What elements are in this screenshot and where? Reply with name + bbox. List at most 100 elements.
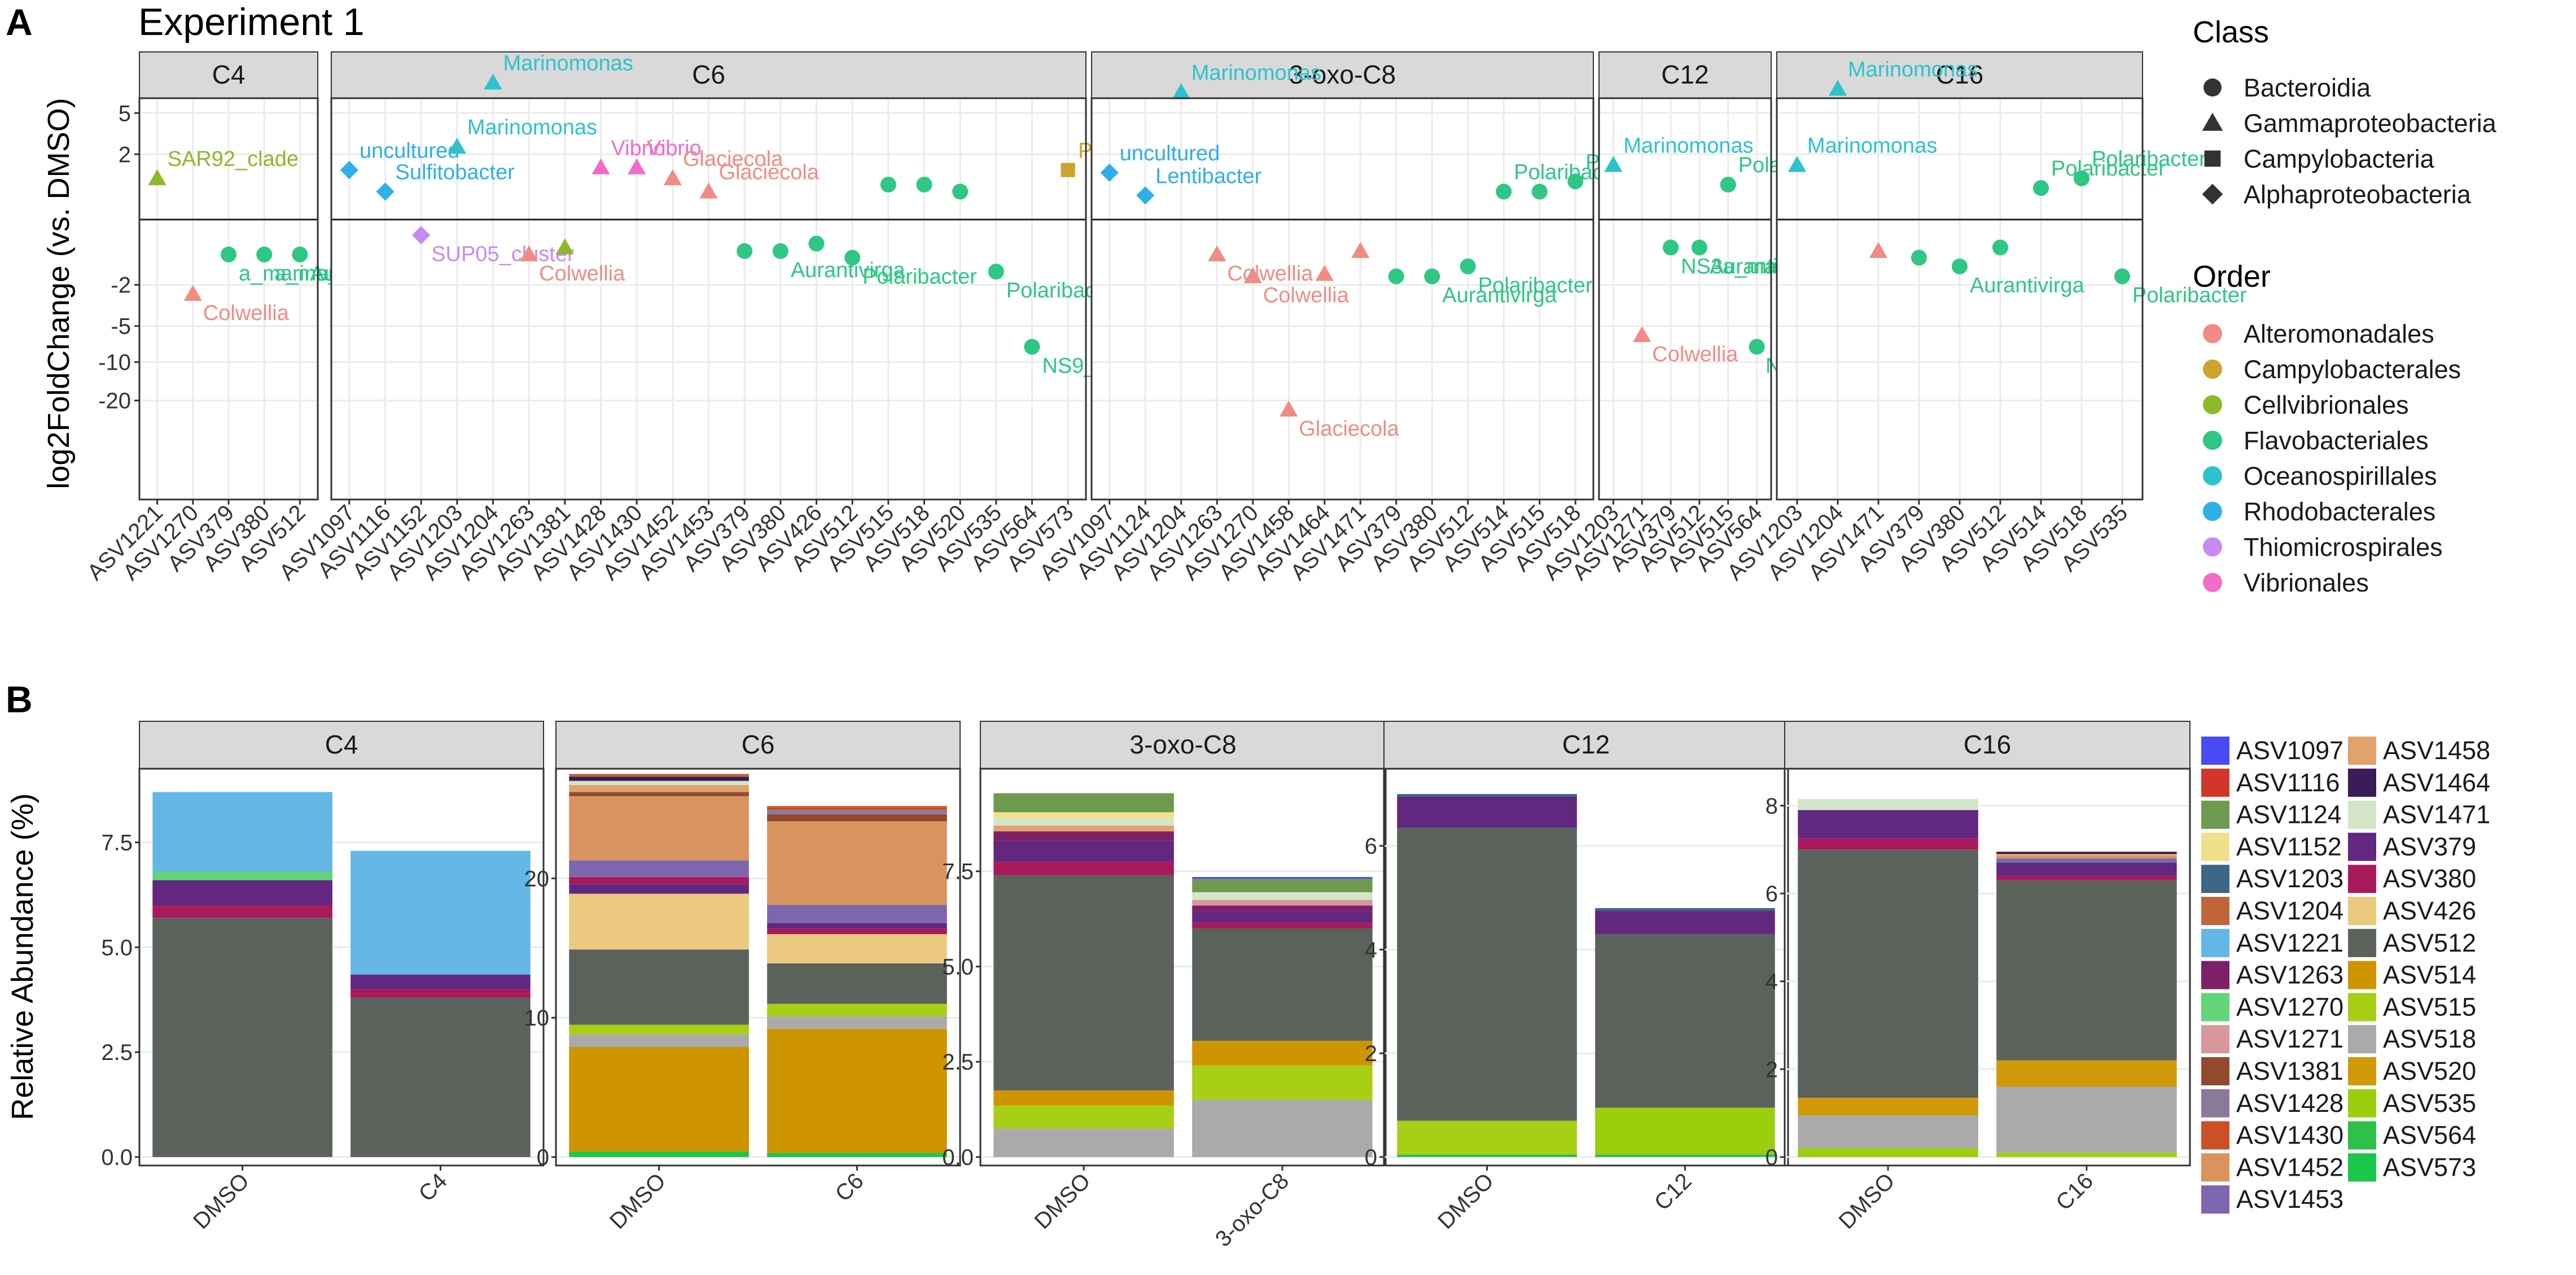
data-label: Sulfitobacter	[396, 161, 515, 185]
legend-asv-label: ASV1453	[2236, 1185, 2343, 1213]
facet-C16: C16MarinomonasASV1203MarinomonasASV1204A…	[1723, 51, 2247, 585]
y-tick-label: 2.5	[101, 1040, 133, 1065]
legend-asv-key	[2201, 1121, 2229, 1150]
bar-segment	[993, 825, 1174, 831]
data-label: Polaribacter	[2132, 284, 2247, 308]
data-point	[1663, 239, 1679, 256]
legend-asv-label: ASV1124	[2236, 800, 2342, 829]
data-point	[1952, 258, 1968, 275]
bar-segment	[351, 997, 531, 1157]
panel-a-scatter: -20-10-5-225C4SAR92_cladeASV1221Colwelli…	[82, 51, 2247, 585]
legend-asv-key	[2348, 865, 2376, 893]
legend-asv-key	[2348, 1057, 2376, 1085]
bar-segment	[152, 918, 332, 1157]
data-point	[1992, 239, 2008, 256]
data-label: Lentibacter	[1155, 164, 1261, 188]
legend-order-label: Thiomicrospirales	[2244, 533, 2443, 562]
legend-asv-label: ASV1270	[2236, 992, 2343, 1021]
y-tick-label: 4	[1365, 937, 1377, 962]
data-point	[1024, 339, 1040, 355]
data-point	[1136, 186, 1155, 205]
bar-segment	[767, 814, 947, 822]
bar-segment	[1595, 934, 1775, 1108]
data-point	[340, 161, 358, 179]
x-tick-label: C16	[2051, 1168, 2098, 1215]
bar-segment	[1996, 856, 2177, 858]
legend-order-label: Campylobacterales	[2244, 355, 2461, 384]
data-label: uncultured	[360, 139, 459, 163]
data-point	[844, 249, 861, 266]
data-point	[484, 73, 502, 90]
data-label: Colwellia	[1227, 262, 1313, 286]
legend-a: Bacteroidia Gammaproteobacteria Campylobac…	[2202, 73, 2497, 597]
y-tick-label: 2	[119, 142, 131, 167]
facet-strip-label: C16	[1936, 60, 1983, 89]
facet-border	[1598, 97, 1772, 501]
y-tick-label: 2	[1765, 1057, 1778, 1082]
legend-asv-key	[2348, 833, 2376, 861]
legend-asv-key	[2348, 800, 2376, 829]
bar-segment	[569, 893, 749, 950]
legend-asv-label: ASV1116	[2236, 768, 2340, 797]
facet-strip	[139, 721, 544, 769]
bar-segment	[1996, 853, 2177, 856]
legend-order-key	[2203, 573, 2222, 592]
facet-strip	[1091, 51, 1594, 99]
data-point	[699, 182, 718, 199]
y-tick-label: 7.5	[942, 860, 974, 884]
data-point	[1788, 156, 1807, 172]
x-tick-label: DMSO	[1834, 1168, 1899, 1234]
data-point	[1496, 183, 1512, 200]
legend-asv-key	[2348, 1025, 2376, 1054]
data-point	[555, 238, 574, 255]
bar-segment	[1996, 858, 2177, 863]
bar-segment	[767, 821, 947, 905]
bar-segment	[767, 905, 947, 923]
legend-asv-key	[2201, 1025, 2229, 1054]
bar-segment	[569, 774, 749, 777]
legend-asv-label: ASV1152	[2236, 832, 2342, 861]
data-point	[1911, 249, 1927, 266]
facet-strip	[331, 51, 1087, 99]
legend-asv-label: ASV514	[2383, 961, 2476, 989]
data-label: Polaribacter	[862, 265, 977, 289]
legend-asv-key	[2201, 1057, 2229, 1085]
data-point	[2114, 268, 2130, 284]
data-label: Marinomonas	[1848, 58, 1978, 82]
legend-asv-label: ASV1458	[2383, 736, 2490, 765]
legend-order-label: Flavobacteriales	[2244, 426, 2429, 455]
legend-order-label: Rhodobacterales	[2244, 497, 2435, 526]
y-tick-label: 6	[1365, 834, 1377, 859]
facet-border	[1784, 768, 2191, 1167]
bar-segment	[767, 923, 947, 929]
legend-asv-key	[2201, 1089, 2229, 1118]
data-point	[1424, 268, 1440, 284]
data-point	[1243, 267, 1262, 283]
data-label: Polaribacter	[1478, 274, 1593, 297]
legend-class-label: Campylobacteria	[2244, 144, 2435, 173]
bar-segment	[1397, 1120, 1577, 1155]
facet-border	[1383, 768, 1789, 1167]
legend-order-label: Alteromonadales	[2244, 319, 2434, 348]
bar-segment	[569, 1046, 749, 1152]
data-point	[880, 177, 896, 193]
x-tick-label: 3-oxo-C8	[1211, 1168, 1294, 1251]
bar-segment	[767, 1016, 947, 1029]
legend-asv-label: ASV1381	[2236, 1057, 2343, 1085]
y-tick-label: 0.0	[942, 1145, 974, 1170]
facet-strip-label: 3-oxo-C8	[1289, 60, 1396, 89]
bar-segment	[569, 792, 749, 796]
data-label: Colwellia	[1652, 343, 1738, 366]
data-point	[916, 177, 932, 193]
y-tick-label: 5.0	[942, 954, 974, 979]
legend-class-label: Bacteroidia	[2244, 73, 2371, 102]
facet-strip-label: C12	[1661, 60, 1708, 89]
bar-segment	[1798, 810, 1978, 839]
bar-segment	[1397, 1154, 1577, 1157]
bar-segment	[152, 792, 332, 872]
data-point	[221, 246, 236, 262]
legend-asv-label: ASV1430	[2236, 1121, 2343, 1150]
data-point	[1691, 239, 1707, 256]
legend-class-title: Class	[2193, 15, 2269, 49]
bar-segment	[1192, 1099, 1373, 1157]
